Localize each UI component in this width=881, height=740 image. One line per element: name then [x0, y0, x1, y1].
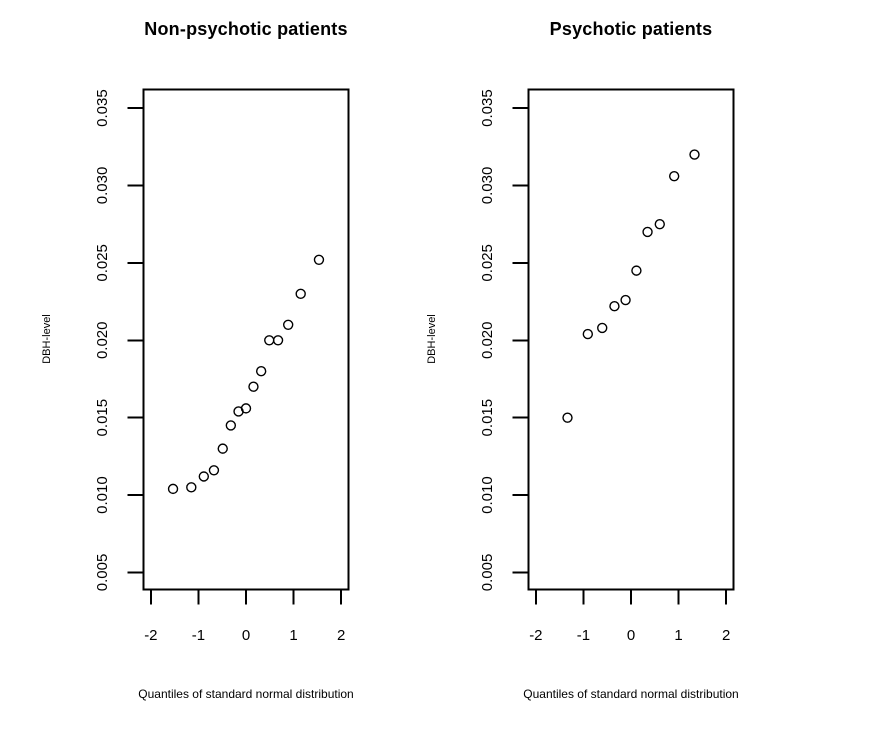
- y-tick-label: 0.025: [94, 244, 111, 282]
- data-point: [582, 328, 594, 340]
- x-tick-label: 2: [722, 627, 730, 644]
- data-point: [654, 218, 665, 230]
- data-point: [217, 443, 228, 454]
- panel-nonpsychotic: Non-psychotic patients DBH-level -2 -1 0 1 2…: [41, 19, 354, 701]
- data-point: [208, 465, 220, 476]
- data-point: [264, 335, 275, 346]
- data-point: [272, 335, 284, 346]
- y-tick-label: 0.005: [479, 554, 496, 592]
- data-point: [240, 403, 252, 414]
- y-tick-label: 0.035: [479, 89, 496, 127]
- plot-box: [527, 88, 735, 591]
- x-axis-label: Quantiles of standard normal distributio…: [138, 687, 354, 701]
- data-point: [255, 366, 267, 377]
- data-point: [642, 226, 653, 238]
- y-tick-label: 0.025: [479, 244, 496, 282]
- data-point: [282, 319, 294, 330]
- x-tick-label: -2: [529, 627, 542, 644]
- data-point: [631, 265, 642, 276]
- y-tick-label: 0.010: [94, 476, 111, 514]
- data-point: [609, 301, 620, 312]
- x-axis-label: Quantiles of standard normal distributio…: [523, 687, 739, 701]
- data-point: [248, 381, 259, 392]
- data-point: [620, 294, 631, 306]
- x-tick-label: 1: [289, 627, 297, 644]
- y-tick-label: 0.015: [94, 399, 111, 437]
- qq-plot-psychotic: -2 -1 0 1 2 0.005 0.010 0.015 0.020 0.025 0.030 0.0…: [479, 88, 735, 644]
- data-point: [167, 483, 179, 495]
- x-tick-label: 0: [627, 627, 635, 644]
- data-point: [225, 420, 237, 431]
- y-tick-label: 0.020: [94, 322, 111, 360]
- y-tick-label: 0.035: [94, 89, 111, 127]
- x-tick-label: 2: [337, 627, 345, 644]
- y-tick-label: 0.020: [479, 322, 496, 360]
- plot-title: Psychotic patients: [549, 19, 713, 39]
- plot-box: [142, 88, 350, 591]
- y-tick-label: 0.010: [479, 476, 496, 514]
- data-point: [689, 149, 700, 160]
- panel-psychotic: Psychotic patients DBH-level -2 -1 0 1 2 0.00…: [385, 0, 826, 740]
- x-tick-label: -1: [577, 627, 590, 644]
- y-tick-label: 0.005: [94, 554, 111, 592]
- data-point: [668, 170, 680, 182]
- data-point: [313, 254, 325, 265]
- data-point: [198, 471, 210, 482]
- x-tick-label: -1: [192, 627, 205, 644]
- data-point: [295, 288, 306, 300]
- x-tick-label: -2: [144, 627, 157, 644]
- data-point: [597, 322, 608, 334]
- data-point: [186, 482, 197, 493]
- x-tick-label: 0: [242, 627, 250, 644]
- plot-title: Non-psychotic patients: [144, 19, 348, 39]
- data-point: [562, 412, 573, 423]
- qq-plot-nonpsychotic: -2 -1 0 1 2 0.005 0.010 0.015 0.020 0.025 0.030 0.0…: [94, 88, 350, 644]
- y-tick-label: 0.030: [94, 167, 111, 205]
- y-tick-label: 0.015: [479, 399, 496, 437]
- x-tick-label: 1: [674, 627, 682, 644]
- y-tick-label: 0.030: [479, 167, 496, 205]
